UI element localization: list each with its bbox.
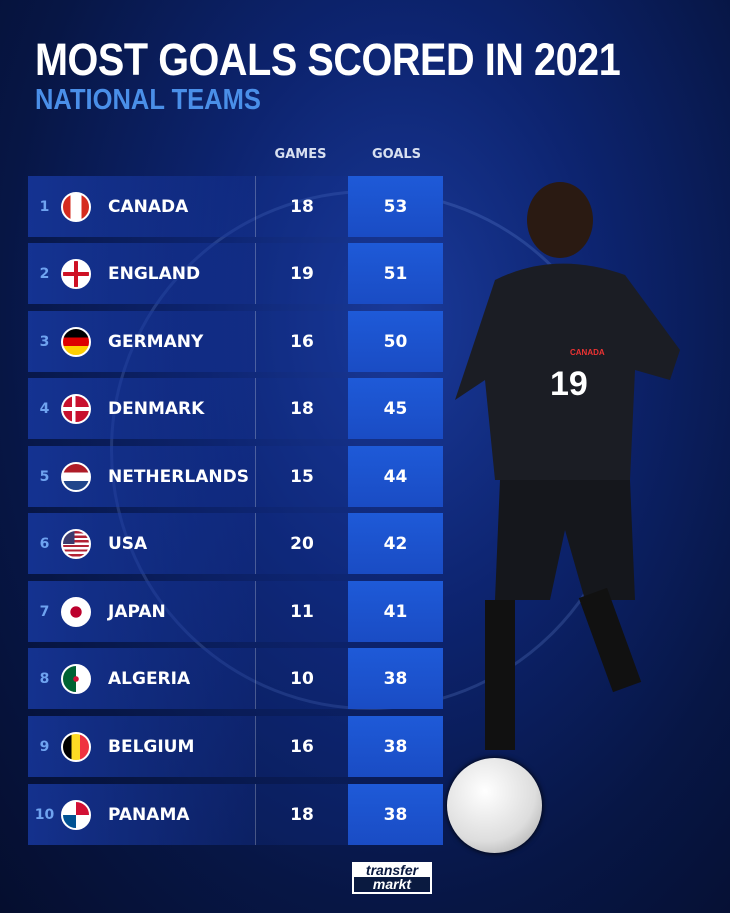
table-row: 3 GERMANY 16 50 (28, 311, 443, 372)
england-flag-icon (61, 258, 91, 289)
panama-flag-icon (61, 799, 91, 830)
goals-cell: 53 (348, 176, 443, 237)
germany-flag-icon (61, 326, 91, 357)
games-cell: 10 (255, 648, 348, 709)
page-title: MOST GOALS SCORED IN 2021 (35, 34, 621, 85)
team-name: GERMANY (108, 331, 204, 352)
table-row: 6 USA 20 42 (28, 513, 443, 574)
table-row: 4 DENMARK 18 45 (28, 378, 443, 439)
team-cell: 9 BELGIUM (28, 716, 255, 777)
page-subtitle: NATIONAL TEAMS (35, 84, 261, 116)
rank: 4 (39, 400, 50, 417)
rank: 7 (39, 603, 50, 620)
games-cell: 15 (255, 446, 348, 507)
belgium-flag-icon (61, 731, 91, 762)
goals-cell: 38 (348, 648, 443, 709)
team-cell: 1 CANADA (28, 176, 255, 237)
table-row: 8 ALGERIA 10 38 (28, 648, 443, 709)
rank: 6 (39, 535, 50, 552)
table-row: 5 NETHERLANDS 15 44 (28, 446, 443, 507)
table-row: 7 JAPAN 11 41 (28, 581, 443, 642)
netherlands-flag-icon (61, 461, 91, 492)
japan-flag-icon (61, 596, 91, 627)
games-cell: 18 (255, 378, 348, 439)
goals-cell: 44 (348, 446, 443, 507)
rank: 2 (39, 265, 50, 282)
team-cell: 2 ENGLAND (28, 243, 255, 304)
team-cell: 5 NETHERLANDS (28, 446, 255, 507)
logo-line2: markt (354, 877, 430, 891)
games-cell: 18 (255, 784, 348, 845)
team-name: DENMARK (108, 398, 205, 419)
rank: 10 (34, 806, 55, 823)
column-header-games: GAMES (274, 147, 327, 162)
team-cell: 10 PANAMA (28, 784, 255, 845)
table-row: 10 PANAMA 18 38 (28, 784, 443, 845)
games-cell: 16 (255, 716, 348, 777)
rank: 3 (39, 333, 50, 350)
rank: 8 (39, 670, 50, 687)
shirt-crest: CANADA (570, 348, 605, 357)
column-header-goals: GOALS (371, 147, 422, 162)
team-name: PANAMA (108, 804, 190, 825)
team-name: ENGLAND (108, 263, 201, 284)
games-cell: 18 (255, 176, 348, 237)
table-row: 9 BELGIUM 16 38 (28, 716, 443, 777)
goals-cell: 45 (348, 378, 443, 439)
team-cell: 8 ALGERIA (28, 648, 255, 709)
games-cell: 11 (255, 581, 348, 642)
goals-cell: 41 (348, 581, 443, 642)
team-cell: 3 GERMANY (28, 311, 255, 372)
team-cell: 6 USA (28, 513, 255, 574)
soccer-ball (447, 758, 542, 853)
goals-cell: 38 (348, 784, 443, 845)
team-name: JAPAN (108, 601, 166, 622)
denmark-flag-icon (61, 393, 91, 424)
rank: 5 (39, 468, 50, 485)
goals-cell: 50 (348, 311, 443, 372)
player-image: 19 CANADA (455, 182, 680, 750)
algeria-flag-icon (61, 663, 91, 694)
rank: 1 (39, 198, 50, 215)
team-name: ALGERIA (108, 668, 191, 689)
team-name: BELGIUM (108, 736, 195, 757)
games-cell: 19 (255, 243, 348, 304)
goals-cell: 51 (348, 243, 443, 304)
team-name: NETHERLANDS (108, 466, 249, 487)
usa-flag-icon (61, 528, 91, 559)
rank: 9 (39, 738, 50, 755)
table-row: 1 CANADA 18 53 (28, 176, 443, 237)
canada-flag-icon (61, 191, 91, 222)
team-name: USA (108, 533, 148, 554)
shirt-number: 19 (550, 365, 588, 403)
goals-cell: 42 (348, 513, 443, 574)
games-cell: 20 (255, 513, 348, 574)
team-cell: 4 DENMARK (28, 378, 255, 439)
goals-cell: 38 (348, 716, 443, 777)
transfermarkt-logo: transfer markt (352, 862, 432, 894)
games-cell: 16 (255, 311, 348, 372)
table-row: 2 ENGLAND 19 51 (28, 243, 443, 304)
logo-line1: transfer (354, 863, 430, 877)
team-name: CANADA (108, 196, 189, 217)
team-cell: 7 JAPAN (28, 581, 255, 642)
